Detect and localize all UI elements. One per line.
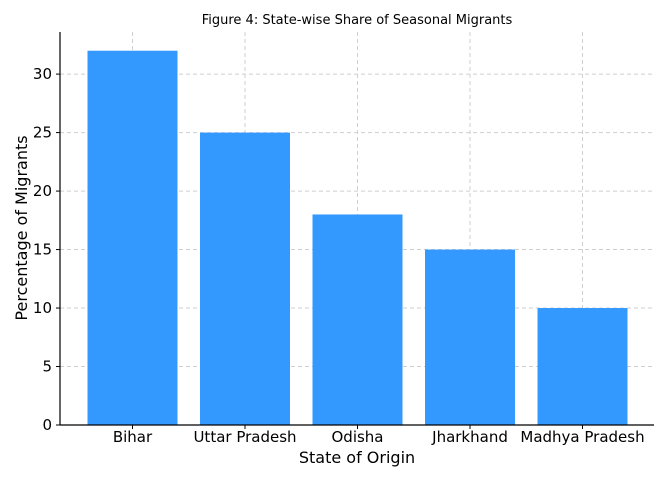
y-axis-label: Percentage of Migrants <box>12 135 31 320</box>
y-tick-label: 10 <box>33 299 52 317</box>
y-tick-label: 25 <box>33 124 52 142</box>
x-tick-label: Jharkhand <box>431 428 508 446</box>
y-tick-label: 15 <box>33 241 52 259</box>
bar <box>200 132 290 425</box>
x-tick-label: Bihar <box>113 428 153 446</box>
y-tick-label: 0 <box>42 416 52 434</box>
x-axis-label: State of Origin <box>299 448 415 467</box>
x-tick-label: Odisha <box>331 428 383 446</box>
ticks-layer: 0 5 10 15 20 25 30 Bihar Uttar Pradesh Odisha Jhar… <box>33 65 645 446</box>
y-tick-label: 20 <box>33 182 52 200</box>
y-tick-label: 30 <box>33 65 52 83</box>
bar <box>87 50 178 425</box>
x-tick-label: Madhya Pradesh <box>520 428 644 446</box>
x-tick-label: Uttar Pradesh <box>193 428 296 446</box>
chart-title: Figure 4: State-wise Share of Seasonal M… <box>202 13 513 28</box>
bar <box>312 214 403 425</box>
bar <box>425 249 515 425</box>
bar <box>537 308 628 425</box>
bars-layer <box>87 50 628 425</box>
y-tick-label: 5 <box>42 358 52 376</box>
